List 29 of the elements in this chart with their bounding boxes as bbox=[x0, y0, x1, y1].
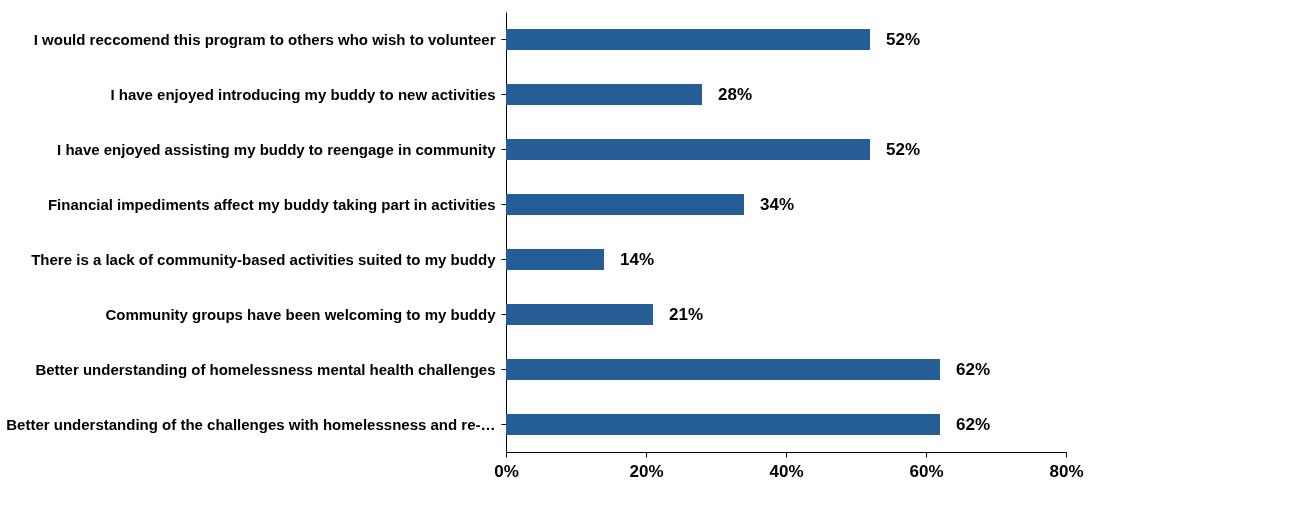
data-label: 52% bbox=[886, 139, 921, 159]
x-tick-label: 60% bbox=[909, 461, 944, 481]
y-tick-label: I have enjoyed assisting my buddy to reengage in community bbox=[57, 140, 497, 158]
y-tick-label: Community groups have been welcoming to my buddy bbox=[105, 305, 497, 323]
bar bbox=[506, 139, 870, 160]
x-tick-label: 20% bbox=[629, 461, 664, 481]
bar bbox=[506, 194, 744, 215]
y-tick-label: Better understanding of the challenges with homelessness and re-… bbox=[6, 415, 496, 433]
y-tick-label: I have enjoyed introducing my buddy to new activities bbox=[110, 85, 496, 103]
x-tick-label: 0% bbox=[494, 461, 519, 481]
data-label: 34% bbox=[760, 194, 795, 214]
y-tick-label: Better understanding of homelessness mental health challenges bbox=[35, 360, 496, 378]
bar bbox=[506, 304, 653, 325]
data-label: 62% bbox=[956, 414, 991, 434]
bar bbox=[506, 414, 940, 435]
bar bbox=[506, 249, 604, 270]
x-tick-label: 40% bbox=[769, 461, 804, 481]
y-tick-label: I would reccomend this program to others who wish to volunteer bbox=[33, 30, 496, 48]
data-label: 52% bbox=[886, 29, 921, 49]
bar bbox=[506, 359, 940, 380]
y-tick-label: There is a lack of community-based activities suited to my buddy bbox=[31, 250, 497, 268]
bar bbox=[506, 29, 870, 50]
data-label: 28% bbox=[718, 84, 753, 104]
y-tick-label: Financial impediments affect my buddy taking part in activities bbox=[47, 195, 496, 213]
data-label: 21% bbox=[669, 304, 704, 324]
data-label: 14% bbox=[620, 249, 655, 269]
data-label: 62% bbox=[956, 359, 991, 379]
bar bbox=[506, 84, 702, 105]
x-tick-label: 80% bbox=[1049, 461, 1084, 481]
